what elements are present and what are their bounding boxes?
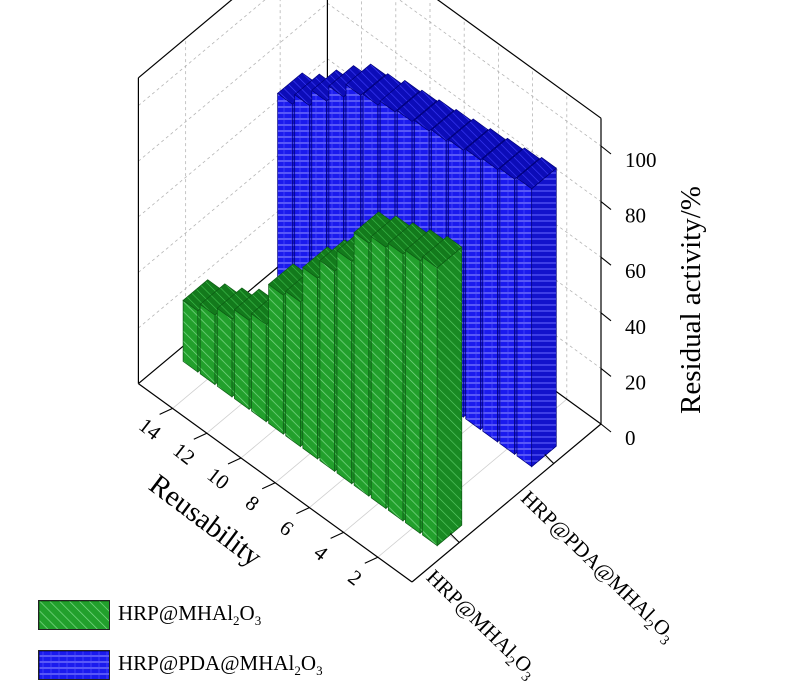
x-tick-label: 6 bbox=[275, 515, 298, 540]
x-axis-title: Reusability bbox=[143, 468, 268, 573]
bar-face-front bbox=[370, 235, 387, 510]
z-tick-label: 40 bbox=[625, 315, 646, 339]
x-tick-mark bbox=[193, 432, 208, 440]
bar-face-front bbox=[302, 266, 318, 460]
z-tick-label: 0 bbox=[625, 426, 636, 450]
x-tick-mark bbox=[364, 556, 379, 564]
bar-face-top bbox=[345, 63, 386, 96]
x-tick-mark bbox=[296, 507, 310, 515]
wall-top-right bbox=[436, 0, 602, 119]
legend-label-green: HRP@MHAl2O3 bbox=[118, 600, 262, 629]
bar-face-side bbox=[531, 167, 557, 468]
bar-face-top bbox=[482, 137, 523, 170]
x-tick-label: 10 bbox=[203, 463, 234, 495]
axis-y-front bbox=[411, 423, 602, 583]
x-tick-mark bbox=[227, 457, 242, 465]
x-tick-label: 8 bbox=[241, 491, 264, 516]
series-tick-mark bbox=[544, 454, 555, 464]
z-axis-title: Residual activity/% bbox=[675, 186, 707, 414]
legend: HRP@MHAl2O3 HRP@PDA@MHAl2O3 bbox=[38, 590, 323, 690]
z-tick-label: 60 bbox=[625, 259, 646, 283]
bar-face-front bbox=[216, 307, 233, 398]
bar-face-front bbox=[499, 167, 515, 455]
series-tick-label: HRP@PDA@MHAl2O3 bbox=[513, 486, 680, 649]
bar-face-top bbox=[421, 236, 463, 269]
bar-blue-1 bbox=[516, 157, 557, 468]
z-tick-label: 100 bbox=[625, 148, 657, 172]
series-tick-mark bbox=[449, 533, 460, 543]
z-tick-mark bbox=[600, 367, 612, 377]
x-tick-label: 2 bbox=[344, 565, 367, 590]
bar-face-front bbox=[465, 148, 481, 431]
bar-face-front bbox=[285, 290, 301, 448]
bar-face-top bbox=[379, 80, 421, 113]
bars bbox=[182, 63, 557, 547]
bar-face-front bbox=[268, 283, 284, 435]
bar-face-front bbox=[422, 256, 438, 547]
bar-face-front bbox=[182, 299, 199, 373]
x-tick-mark bbox=[261, 482, 276, 490]
x-tick-label: 4 bbox=[309, 540, 332, 566]
bar-face-front bbox=[234, 309, 250, 410]
bar-green-1 bbox=[421, 236, 463, 547]
bar-face-front bbox=[251, 313, 267, 423]
bar-face-front bbox=[387, 242, 404, 522]
x-tick-mark bbox=[330, 531, 344, 539]
x-tick-mark bbox=[159, 407, 173, 415]
legend-item-blue: HRP@PDA@MHAl2O3 bbox=[38, 640, 323, 690]
bar-face-top bbox=[448, 118, 489, 151]
legend-swatch-blue bbox=[38, 650, 110, 680]
legend-label-blue: HRP@PDA@MHAl2O3 bbox=[118, 650, 323, 679]
bar-face-front bbox=[199, 303, 216, 386]
z-tick-mark bbox=[600, 256, 612, 266]
bar-face-top bbox=[413, 99, 455, 132]
bar-face-top bbox=[430, 108, 472, 142]
wall-top-left bbox=[138, 0, 233, 79]
z-tick-mark bbox=[600, 145, 612, 155]
bar-face-front bbox=[277, 92, 293, 294]
bar-face-top bbox=[465, 128, 506, 161]
bar-face-front bbox=[336, 249, 353, 485]
z-tick-label: 80 bbox=[625, 204, 646, 228]
z-tick-label: 20 bbox=[625, 370, 646, 394]
bar-face-front bbox=[353, 231, 370, 497]
bar-face-top bbox=[516, 157, 557, 190]
x-tick-label: 14 bbox=[134, 413, 166, 445]
bar-face-front bbox=[516, 177, 533, 468]
bar-face-top bbox=[499, 147, 540, 180]
bar-face-front bbox=[482, 158, 498, 443]
z-tick-mark bbox=[600, 312, 612, 322]
x-tick-label: 12 bbox=[168, 438, 199, 470]
bar-face-front bbox=[405, 249, 421, 534]
z-tick-mark bbox=[600, 201, 612, 211]
series-tick-label: HRP@MHAl2O3 bbox=[419, 565, 542, 685]
legend-item-green: HRP@MHAl2O3 bbox=[38, 590, 323, 640]
legend-swatch-green bbox=[38, 600, 110, 630]
bar-face-side bbox=[436, 246, 463, 547]
bar-face-top bbox=[396, 89, 438, 122]
bar-face-front bbox=[319, 259, 335, 472]
z-tick-mark bbox=[600, 423, 612, 433]
